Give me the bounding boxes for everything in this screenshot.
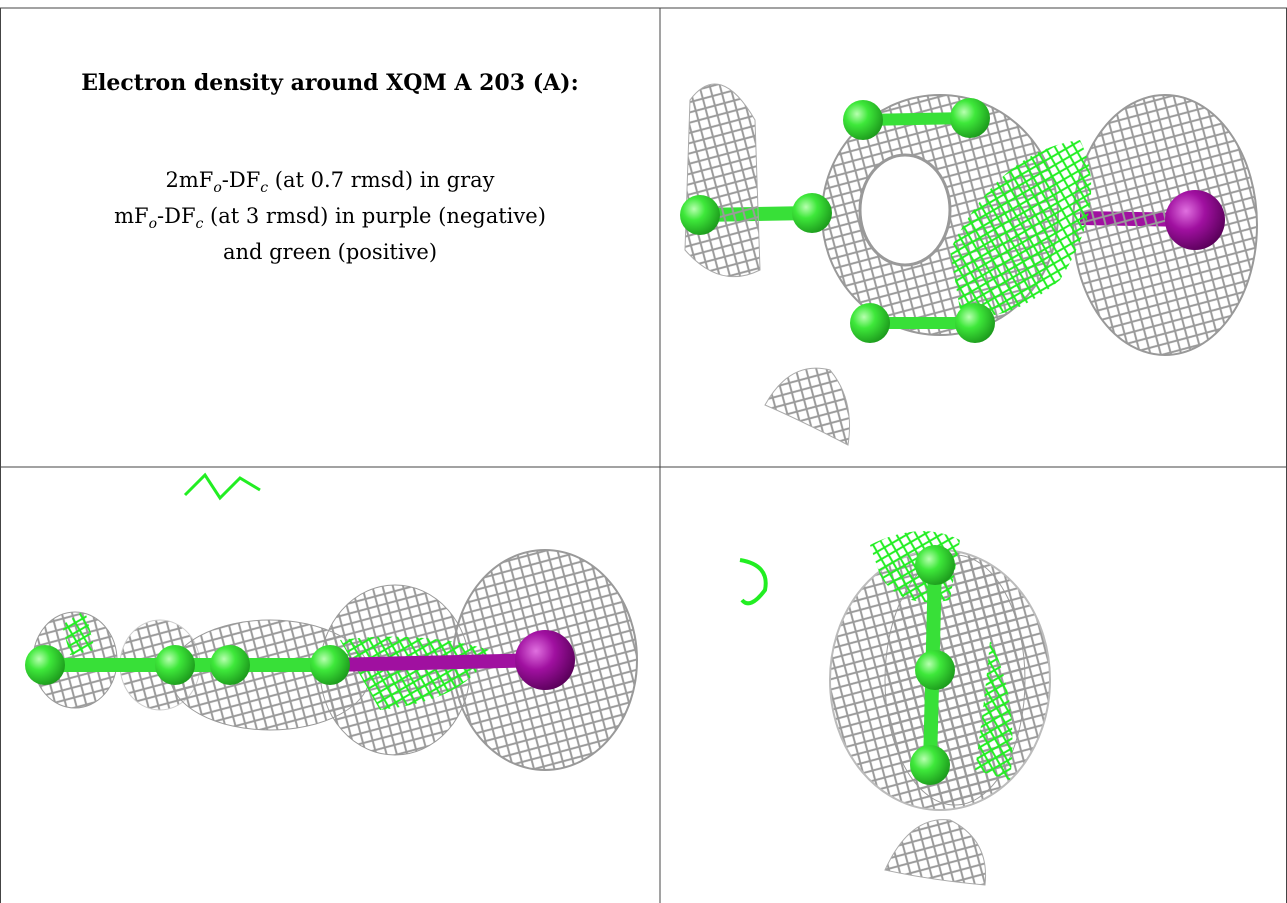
subscript: c: [260, 180, 269, 197]
caption: Electron density around XQM A 203 (A): 2…: [0, 70, 660, 266]
text-run: (at 0.7 rmsd) in gray: [268, 168, 495, 192]
caption-title: Electron density around XQM A 203 (A):: [81, 70, 579, 96]
text-run: (at 3 rmsd) in purple (negative): [203, 204, 546, 229]
caption-line: mFo-DFc (at 3 rmsd) in purple (negative): [0, 202, 660, 238]
subscript: o: [213, 180, 222, 197]
caption-lines: 2mFo-DFc (at 0.7 rmsd) in gray mFo-DFc (a…: [0, 166, 660, 266]
caption-line: 2mFo-DFc (at 0.7 rmsd) in gray: [0, 166, 660, 202]
text-run: mF: [114, 204, 149, 229]
caption-line: and green (positive): [0, 238, 660, 266]
text-run: and green (positive): [222, 240, 438, 265]
density-view-3: [739, 531, 1051, 886]
text-run: -DF: [157, 204, 196, 229]
subscript: o: [148, 216, 158, 233]
subscript: c: [195, 216, 204, 233]
density-view-1: [680, 83, 1258, 446]
density-view-2: [25, 472, 638, 771]
text-run: -DF: [221, 168, 261, 192]
text-run: 2mF: [165, 168, 214, 192]
